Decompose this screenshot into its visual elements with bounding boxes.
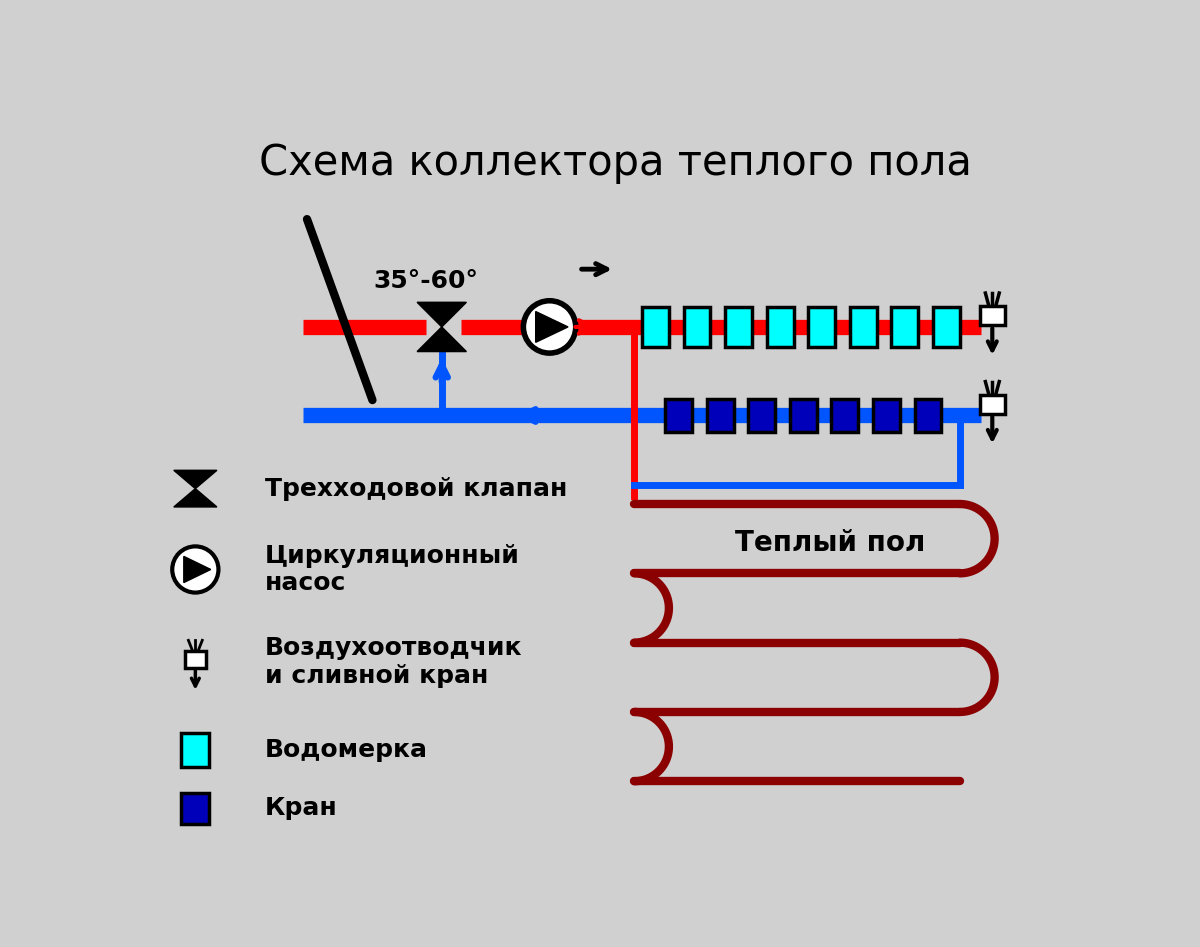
FancyBboxPatch shape (980, 306, 1004, 326)
FancyBboxPatch shape (892, 307, 918, 347)
Text: Схема коллектора теплого пола: Схема коллектора теплого пола (258, 142, 972, 184)
FancyBboxPatch shape (832, 399, 858, 433)
Text: Трехходовой клапан: Трехходовой клапан (265, 476, 568, 501)
Polygon shape (184, 557, 211, 582)
Text: Теплый пол: Теплый пол (736, 528, 925, 557)
Text: Циркуляционный
насос: Циркуляционный насос (265, 544, 520, 596)
FancyBboxPatch shape (185, 652, 206, 668)
Polygon shape (418, 327, 467, 351)
Text: Воздухоотводчик
и сливной кран: Воздухоотводчик и сливной кран (265, 636, 522, 688)
FancyBboxPatch shape (725, 307, 752, 347)
Circle shape (523, 301, 576, 353)
FancyBboxPatch shape (749, 399, 775, 433)
Polygon shape (535, 312, 568, 342)
FancyBboxPatch shape (665, 399, 692, 433)
Text: Кран: Кран (265, 796, 337, 820)
FancyBboxPatch shape (914, 399, 942, 433)
FancyBboxPatch shape (934, 307, 960, 347)
FancyBboxPatch shape (707, 399, 733, 433)
Text: Водомерка: Водомерка (265, 739, 427, 762)
FancyBboxPatch shape (809, 307, 835, 347)
Polygon shape (174, 489, 217, 507)
Polygon shape (174, 471, 217, 489)
Circle shape (173, 546, 218, 593)
FancyBboxPatch shape (980, 395, 1004, 414)
Text: 35°-60°: 35°-60° (374, 269, 479, 293)
FancyBboxPatch shape (181, 793, 209, 824)
Polygon shape (418, 302, 467, 327)
FancyBboxPatch shape (850, 307, 877, 347)
FancyBboxPatch shape (790, 399, 817, 433)
FancyBboxPatch shape (872, 399, 900, 433)
FancyBboxPatch shape (181, 734, 209, 767)
FancyBboxPatch shape (767, 307, 793, 347)
FancyBboxPatch shape (684, 307, 710, 347)
FancyBboxPatch shape (642, 307, 668, 347)
